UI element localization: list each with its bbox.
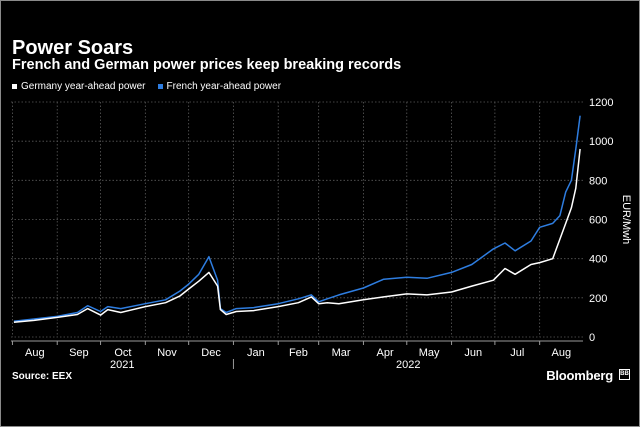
- y-tick-label: 400: [589, 254, 607, 266]
- legend-item-germany: Germany year-ahead power: [12, 81, 146, 92]
- legend-swatch-germany: [12, 84, 17, 89]
- legend-swatch-france: [157, 84, 163, 89]
- y-tick-label: 1000: [589, 136, 613, 148]
- legend: Germany year-ahead power French year-ahe…: [12, 81, 293, 92]
- x-tick-label: Sep: [69, 347, 89, 359]
- x-tick-label: Aug: [25, 347, 45, 359]
- x-tick-label: Apr: [377, 347, 394, 359]
- chart-title: Power Soars: [12, 37, 134, 59]
- year-label-2022: 2022: [396, 359, 420, 371]
- y-tick-label: 800: [589, 175, 607, 187]
- x-tick-label: Jul: [510, 347, 524, 359]
- x-tick-label: Aug: [552, 347, 572, 359]
- legend-label-germany: Germany year-ahead power: [21, 81, 146, 92]
- y-tick-label: 200: [589, 293, 607, 305]
- chart-subtitle: French and German power prices keep brea…: [12, 57, 402, 73]
- bloomberg-badge-icon: BB: [619, 369, 630, 380]
- source-note: Source: EEX: [12, 371, 73, 382]
- legend-label-france: French year-ahead power: [166, 81, 282, 92]
- x-tick-label: Nov: [157, 347, 177, 359]
- x-tick-label: Jun: [464, 347, 482, 359]
- x-tick-label: Mar: [332, 347, 351, 359]
- y-tick-label: 600: [589, 215, 607, 227]
- series-line-france: [13, 115, 581, 323]
- x-tick-label: Oct: [114, 347, 131, 359]
- y-axis-label: EUR/Mwh: [620, 195, 632, 245]
- x-tick-label: May: [419, 347, 440, 359]
- year-label-2021: 2021: [110, 359, 134, 371]
- x-tick-label: Dec: [201, 347, 221, 359]
- x-tick-label: Jan: [247, 347, 265, 359]
- series-line-germany: [13, 148, 581, 324]
- x-tick-label: Feb: [289, 347, 308, 359]
- bloomberg-logo: Bloomberg: [546, 368, 613, 383]
- y-tick-label: 1200: [589, 97, 613, 109]
- y-tick-label: 0: [589, 332, 595, 344]
- legend-item-france: French year-ahead power: [157, 81, 282, 92]
